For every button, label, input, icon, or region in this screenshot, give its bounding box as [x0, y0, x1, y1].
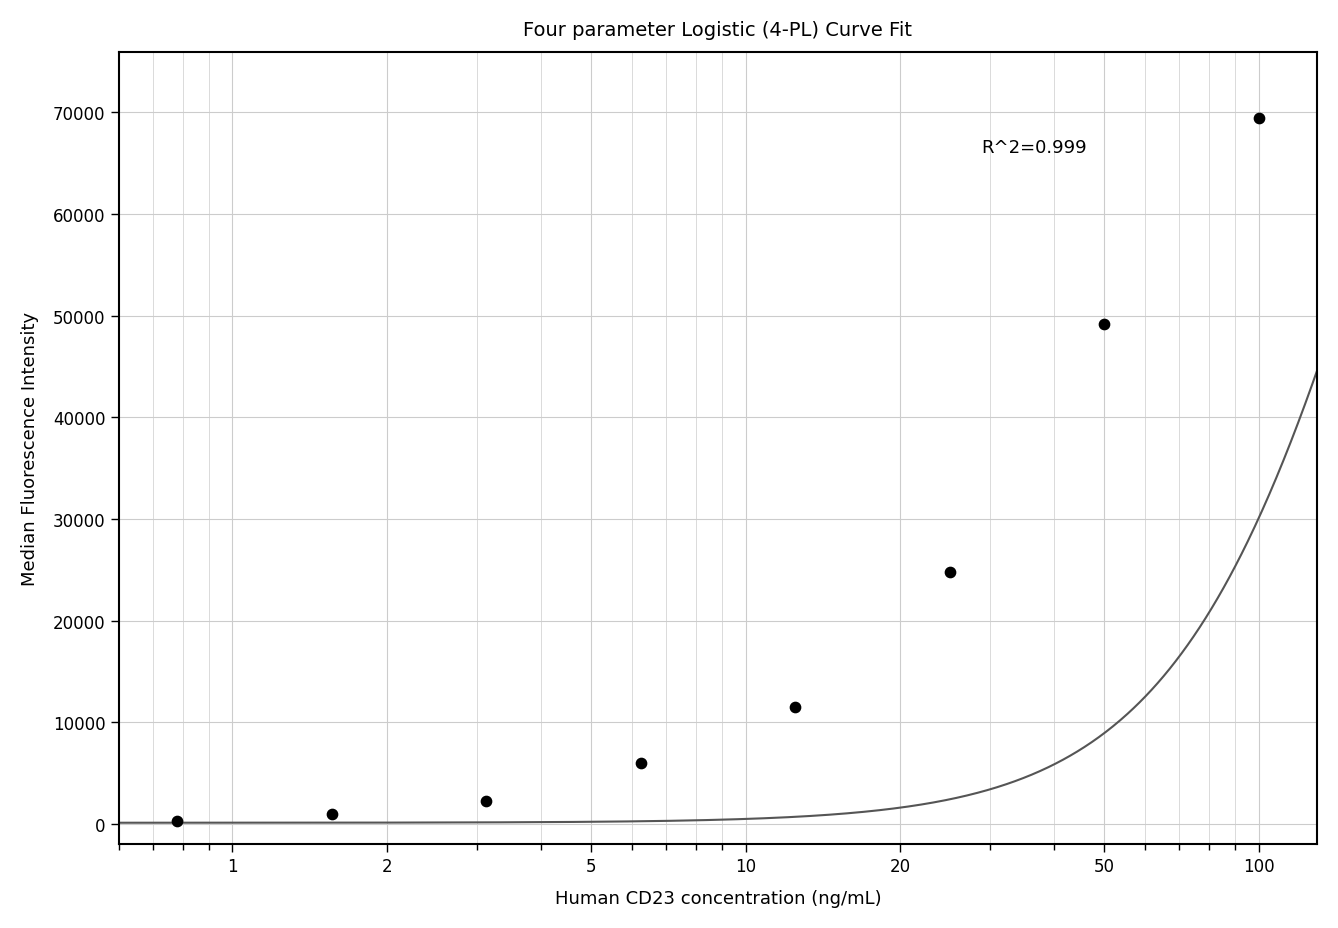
Point	[1093, 317, 1115, 332]
Point	[1248, 111, 1270, 126]
Point	[630, 755, 652, 770]
X-axis label: Human CD23 concentration (ng/mL): Human CD23 concentration (ng/mL)	[554, 889, 882, 908]
Point	[939, 565, 961, 580]
Title: Four parameter Logistic (4-PL) Curve Fit: Four parameter Logistic (4-PL) Curve Fit	[523, 20, 913, 40]
Point	[784, 700, 805, 715]
Text: R^2=0.999: R^2=0.999	[982, 138, 1088, 157]
Point	[321, 806, 343, 821]
Y-axis label: Median Fluorescence Intensity: Median Fluorescence Intensity	[21, 312, 39, 586]
Point	[167, 814, 189, 829]
Point	[475, 794, 496, 809]
